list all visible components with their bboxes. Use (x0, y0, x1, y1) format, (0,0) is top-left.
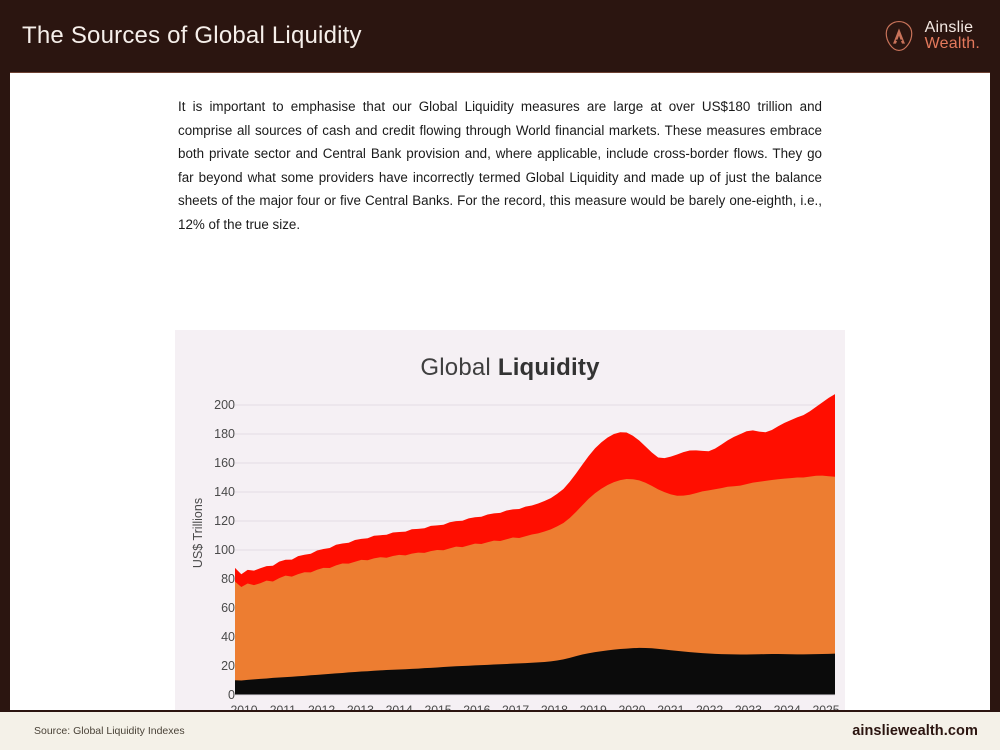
x-tick-label: 2013 (346, 703, 374, 710)
plot-area: US$ Trillions 0 20 40 60 80 100 120 140 160 180 20… (175, 330, 845, 710)
area-series-0 (235, 647, 835, 695)
y-tick-label: 120 (214, 514, 235, 528)
brand-name-ainslie: Ainslie (924, 18, 974, 36)
slide-header: The Sources of Global Liquidity Ainslie … (0, 0, 1000, 72)
x-tick-label: 2021 (657, 703, 685, 710)
y-tick-label: 0 (228, 688, 235, 702)
y-tick-label: 80 (221, 572, 235, 586)
brand-name-wealth: Wealth. (924, 35, 980, 52)
x-tick-label: 2019 (579, 703, 607, 710)
chart-title-regular: Global (420, 354, 498, 381)
x-tick-label: 2020 (618, 703, 646, 710)
x-tick-label: 2025 (812, 703, 840, 710)
x-tick-label: 2018 (540, 703, 568, 710)
y-tick-label: 20 (221, 659, 235, 673)
y-tick-label: 140 (214, 485, 235, 499)
content-card: It is important to emphasise that our Gl… (10, 72, 990, 710)
chart-title-bold: Liquidity (497, 354, 600, 381)
x-tick-label: 2014 (385, 703, 413, 710)
x-tick-label: 2011 (269, 703, 296, 710)
x-tick-label: 2015 (424, 703, 452, 710)
stacked-area-chart (235, 394, 835, 696)
chart-panel: Global Liquidity US$ Trillions 0 20 40 60 80… (175, 330, 845, 710)
area-series-1 (235, 475, 835, 695)
y-tick-label: 200 (214, 398, 235, 412)
x-tick-label: 2024 (773, 703, 801, 710)
source-note: Source: Global Liquidity Indexes (34, 725, 185, 737)
brand-logo: Ainslie Wealth. (882, 19, 980, 53)
brand-wordmark: Ainslie Wealth. (924, 18, 980, 53)
y-axis-ticks: 0 20 40 60 80 100 120 140 160 180 200 (189, 330, 235, 710)
ainslie-a-monogram-icon (882, 19, 916, 53)
slide-body: It is important to emphasise that our Gl… (0, 72, 1000, 710)
x-tick-label: 2023 (734, 703, 762, 710)
chart-title: Global Liquidity (175, 330, 845, 382)
x-axis-ticks: 2010 2011 2012 2013 2014 2015 2016 2017 2018 2019… (175, 330, 845, 710)
y-tick-label: 60 (221, 601, 235, 615)
website-link[interactable]: ainsliewealth.com (852, 723, 978, 739)
y-tick-label: 180 (214, 427, 235, 441)
y-tick-label: 40 (221, 630, 235, 644)
y-tick-label: 160 (214, 456, 235, 470)
x-tick-label: 2022 (696, 703, 724, 710)
body-paragraph: It is important to emphasise that our Gl… (178, 99, 822, 232)
x-tick-label: 2012 (308, 703, 336, 710)
slide-footer: Source: Global Liquidity Indexes ainslie… (0, 710, 1000, 750)
y-tick-label: 100 (214, 543, 235, 557)
x-tick-label: 2010 (230, 703, 258, 710)
page-title: The Sources of Global Liquidity (22, 22, 362, 49)
x-tick-label: 2016 (463, 703, 491, 710)
x-tick-label: 2017 (502, 703, 530, 710)
